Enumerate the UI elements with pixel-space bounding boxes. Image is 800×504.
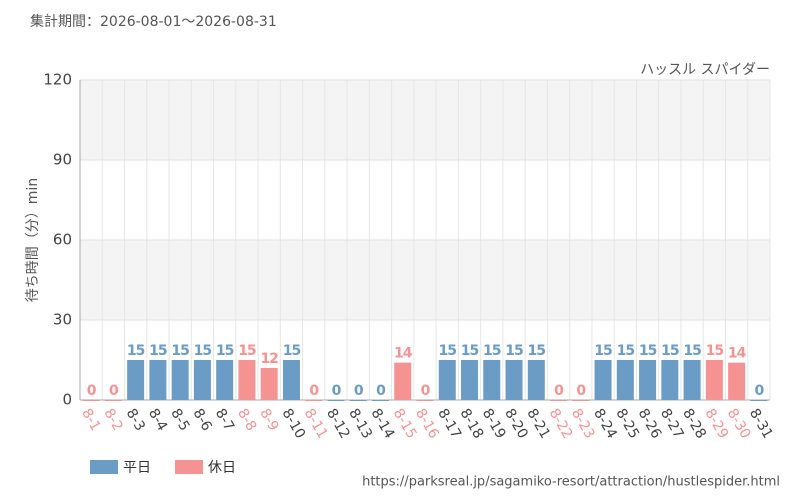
data-label: 15 — [528, 343, 546, 359]
x-tick-label: 8-7 — [212, 406, 237, 434]
data-label: 15 — [594, 343, 612, 359]
bar — [282, 360, 300, 400]
bar — [594, 360, 612, 400]
legend-label: 平日 — [123, 460, 151, 476]
data-label: 15 — [639, 343, 657, 359]
data-label: 15 — [149, 343, 167, 359]
data-label: 0 — [421, 383, 431, 399]
data-label: 12 — [260, 351, 278, 367]
data-label: 15 — [283, 343, 301, 359]
y-tick-label: 30 — [53, 311, 72, 329]
legend-swatch — [175, 460, 203, 474]
y-tick-label: 90 — [53, 151, 72, 169]
bar — [416, 400, 434, 401]
data-label: 0 — [332, 383, 342, 399]
data-label: 0 — [576, 383, 586, 399]
bar — [305, 400, 323, 401]
bar — [616, 360, 634, 400]
bar — [327, 400, 345, 401]
bar — [683, 360, 701, 400]
bar — [550, 400, 568, 401]
period: 集計期間：2026-08-01～2026-08-31 — [30, 13, 277, 30]
bar — [193, 360, 211, 400]
bar — [572, 400, 590, 401]
chart-title: ハッスル スパイダー — [640, 62, 770, 78]
bar — [216, 360, 234, 400]
x-tick-label: 8-4 — [145, 406, 170, 434]
bar — [705, 360, 723, 400]
data-label: 15 — [661, 343, 679, 359]
data-label: 15 — [194, 343, 212, 359]
bar — [505, 360, 523, 400]
bar — [82, 400, 100, 401]
bar — [527, 360, 545, 400]
data-label: 15 — [617, 343, 635, 359]
data-label: 15 — [127, 343, 145, 359]
legend-swatch — [90, 460, 118, 474]
data-label: 15 — [171, 343, 189, 359]
data-label: 0 — [554, 383, 564, 399]
data-label: 0 — [754, 383, 764, 399]
bar — [461, 360, 479, 400]
data-label: 0 — [87, 383, 97, 399]
data-label: 15 — [706, 343, 724, 359]
x-tick-label: 8-31 — [746, 406, 776, 442]
bar — [438, 360, 456, 400]
bar — [639, 360, 657, 400]
data-label: 14 — [728, 346, 747, 362]
plot-band — [80, 80, 770, 160]
data-label: 14 — [394, 346, 413, 362]
data-label: 0 — [109, 383, 119, 399]
y-tick-label: 60 — [53, 231, 72, 249]
bar — [371, 400, 389, 401]
bar — [483, 360, 501, 400]
bar — [171, 360, 189, 400]
data-label: 15 — [216, 343, 234, 359]
data-label: 15 — [483, 343, 501, 359]
y-axis-label: 待ち時間（分）min — [25, 178, 41, 302]
data-label: 15 — [505, 343, 523, 359]
plot-band — [80, 240, 770, 320]
y-tick-label: 120 — [43, 71, 72, 89]
x-tick-label: 8-8 — [234, 406, 259, 434]
data-label: 15 — [683, 343, 701, 359]
source-url: https://parksreal.jp/sagamiko-resort/att… — [362, 475, 780, 490]
data-label: 15 — [461, 343, 479, 359]
x-tick-label: 8-6 — [189, 406, 214, 434]
data-label: 0 — [376, 383, 386, 399]
bar — [661, 360, 679, 400]
data-label: 15 — [439, 343, 457, 359]
x-tick-label: 8-9 — [256, 406, 281, 434]
bar — [238, 360, 256, 400]
bar — [728, 362, 746, 400]
bar — [260, 368, 278, 400]
bar — [104, 400, 122, 401]
data-label: 0 — [354, 383, 364, 399]
data-label: 0 — [309, 383, 319, 399]
data-label: 15 — [238, 343, 256, 359]
bar — [394, 362, 412, 400]
y-tick-label: 0 — [62, 391, 72, 409]
x-tick-label: 8-1 — [78, 406, 103, 434]
bar — [349, 400, 367, 401]
bar — [127, 360, 145, 400]
x-tick-label: 8-5 — [167, 406, 192, 434]
legend-label: 休日 — [208, 460, 236, 476]
bar — [750, 400, 768, 401]
x-tick-label: 8-2 — [100, 406, 125, 434]
bar — [149, 360, 167, 400]
x-tick-label: 8-3 — [123, 406, 148, 434]
